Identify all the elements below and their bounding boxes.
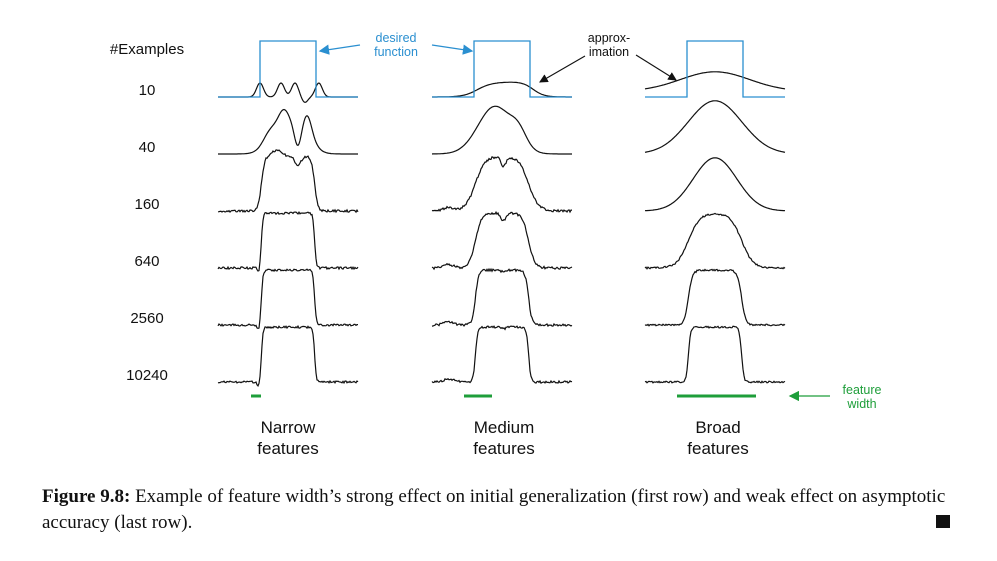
column-label-medium-line1: Medium <box>474 418 534 437</box>
feature-width-label-line2: width <box>846 397 876 411</box>
desired-label-line1: desired <box>376 31 417 45</box>
curves <box>217 40 786 398</box>
row-label: 640 <box>134 253 159 270</box>
approx-arrow-right <box>635 54 677 81</box>
approximation-curve <box>431 156 572 214</box>
column-label-medium-line2: features <box>473 439 534 458</box>
desired-function-curve <box>645 40 785 98</box>
row-label: 10240 <box>126 367 168 384</box>
approximation-curve <box>218 82 358 104</box>
approx-arrow-left <box>539 55 586 83</box>
approximation-curve <box>218 108 358 155</box>
desired-function-curve <box>432 40 572 98</box>
approx-label-line2: imation <box>589 45 629 59</box>
approximation-curve <box>431 325 573 384</box>
approximation-curve <box>644 157 786 212</box>
approx-label-line1: approx- <box>588 31 630 45</box>
approximation-curve <box>644 212 786 270</box>
approximation-curve <box>644 100 786 153</box>
feature-width-label-line1: feature <box>843 383 882 397</box>
column-label-narrow-line2: features <box>257 439 318 458</box>
approximation-curve <box>432 81 572 98</box>
column-label-narrow-line1: Narrow <box>261 418 317 437</box>
approximation-curve <box>644 71 786 90</box>
approximation-curve <box>431 267 573 328</box>
approximation-curve <box>217 211 359 272</box>
approximation-curve <box>217 324 359 388</box>
row-label: 40 <box>139 139 156 156</box>
column-label-broad-line1: Broad <box>695 418 740 437</box>
desired-label-line2: function <box>374 45 418 59</box>
desired-arrow-right <box>431 44 474 55</box>
approximation-curve <box>431 210 573 271</box>
approximation-curve <box>644 268 786 327</box>
caption-label: Figure 9.8: <box>42 486 131 507</box>
caption-text: Example of feature width’s strong effect… <box>42 486 946 533</box>
desired-arrow-left <box>318 44 361 55</box>
approximation-curve <box>217 149 359 214</box>
row-header: #Examples <box>110 41 184 58</box>
approximation-curve <box>644 325 786 384</box>
approximation-curve <box>217 268 358 330</box>
end-of-proof-square <box>936 515 950 528</box>
figure-caption: Figure 9.8: Example of feature width’s s… <box>42 484 952 536</box>
row-label: 160 <box>134 196 159 213</box>
row-label: 2560 <box>130 310 163 327</box>
desired-function-curve <box>218 40 358 98</box>
column-label-broad-line2: features <box>687 439 748 458</box>
figure: #Examples 10 40 160 640 2560 10240 desired fu… <box>110 31 882 458</box>
approximation-curve <box>431 105 572 155</box>
row-labels: 10 40 160 640 2560 10240 <box>126 82 168 384</box>
row-label: 10 <box>139 82 156 99</box>
